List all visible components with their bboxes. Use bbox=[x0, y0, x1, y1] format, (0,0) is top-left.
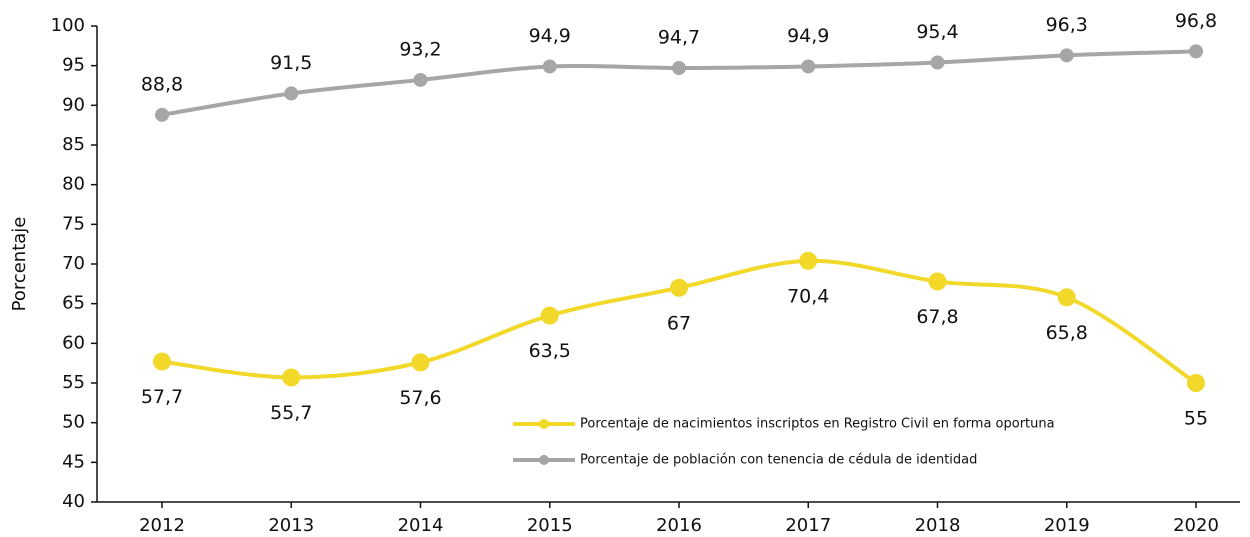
legend-marker bbox=[539, 419, 549, 429]
value-label: 96,3 bbox=[1046, 14, 1088, 36]
point bbox=[411, 353, 430, 372]
x-tick-label: 2012 bbox=[139, 515, 185, 536]
value-label: 88,8 bbox=[141, 73, 183, 95]
value-label: 63,5 bbox=[529, 340, 571, 362]
value-label: 57,6 bbox=[399, 387, 441, 409]
point bbox=[928, 272, 947, 291]
y-tick-label: 50 bbox=[62, 412, 85, 433]
point bbox=[670, 278, 688, 297]
value-label: 94,7 bbox=[658, 27, 700, 49]
point bbox=[155, 107, 169, 122]
x-tick-label: 2017 bbox=[785, 515, 831, 536]
value-label: 94,9 bbox=[529, 25, 571, 47]
x-tick-label: 2014 bbox=[398, 515, 444, 536]
point bbox=[930, 55, 945, 70]
legend-label: Porcentaje de nacimientos inscriptos en … bbox=[580, 417, 1055, 432]
x-tick-label: 2015 bbox=[527, 515, 573, 536]
point bbox=[542, 59, 557, 74]
y-axis-label: Porcentaje bbox=[9, 217, 30, 312]
y-tick-label: 75 bbox=[62, 213, 85, 234]
value-label: 96,8 bbox=[1175, 10, 1217, 32]
series-line bbox=[161, 49, 1197, 117]
point bbox=[1059, 48, 1074, 63]
x-tick-label: 2013 bbox=[268, 515, 314, 536]
value-label: 95,4 bbox=[916, 21, 958, 43]
value-label: 93,2 bbox=[399, 38, 441, 60]
legend-marker bbox=[539, 455, 549, 465]
x-tick-label: 2019 bbox=[1044, 515, 1090, 536]
y-tick-label: 95 bbox=[62, 55, 85, 76]
point bbox=[1187, 374, 1205, 392]
y-tick-label: 65 bbox=[62, 293, 85, 314]
x-tick-label: 2018 bbox=[915, 515, 961, 536]
value-label: 55,7 bbox=[270, 402, 312, 424]
point bbox=[799, 251, 818, 270]
value-label: 57,7 bbox=[141, 386, 183, 408]
point bbox=[1057, 288, 1076, 307]
value-label: 70,4 bbox=[787, 285, 829, 307]
y-tick-label: 55 bbox=[62, 372, 85, 393]
y-tick-label: 70 bbox=[62, 253, 85, 274]
value-label: 55 bbox=[1184, 408, 1208, 430]
value-label: 94,9 bbox=[787, 25, 829, 47]
point bbox=[284, 86, 299, 101]
y-tick-label: 80 bbox=[62, 174, 85, 195]
value-label: 65,8 bbox=[1046, 322, 1088, 344]
point bbox=[1189, 44, 1203, 59]
y-tick-label: 85 bbox=[62, 134, 85, 155]
point bbox=[801, 59, 816, 74]
value-label: 91,5 bbox=[270, 52, 312, 74]
point bbox=[413, 72, 428, 87]
point bbox=[282, 368, 301, 387]
y-tick-label: 45 bbox=[62, 451, 85, 472]
legend-label: Porcentaje de población con tenencia de … bbox=[580, 453, 977, 468]
y-tick-label: 60 bbox=[62, 332, 85, 353]
point bbox=[540, 306, 559, 325]
x-tick-label: 2020 bbox=[1173, 515, 1219, 536]
value-label: 67,8 bbox=[916, 306, 958, 328]
x-tick-label: 2016 bbox=[656, 515, 702, 536]
y-tick-label: 90 bbox=[62, 94, 85, 115]
point bbox=[153, 352, 171, 371]
y-tick-label: 40 bbox=[62, 491, 85, 512]
point bbox=[672, 61, 686, 76]
y-tick-label: 100 bbox=[51, 15, 85, 36]
value-label: 67 bbox=[667, 312, 691, 334]
